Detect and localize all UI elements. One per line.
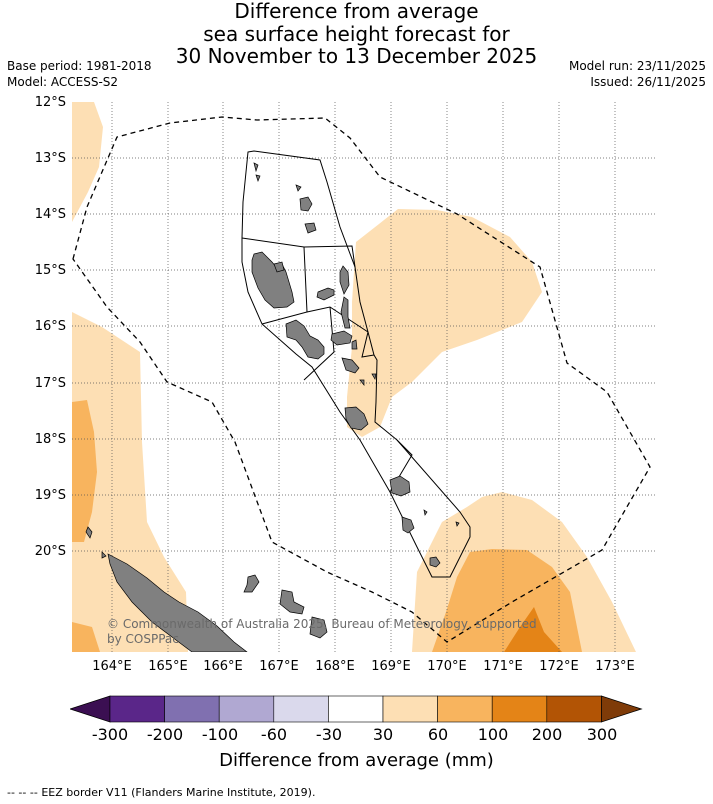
eez-legend-symbol: -- -- -- [7,786,38,799]
colorbar-title: Difference from average (mm) [219,750,494,771]
lat-label-17s: 17°S [34,376,66,391]
colorbar-label-minus200: -200 [146,725,184,744]
title-line-3: 30 November to 13 December 2025 [175,44,538,68]
colorbar-label-60: 60 [427,725,449,744]
title-line-1: Difference from average [234,0,479,23]
lat-label-13s: 13°S [34,151,66,166]
base-period: Base period: 1981-2018 [7,59,152,73]
copyright-line-1: © Commonwealth of Australia 2025, Bureau… [107,617,537,631]
title-line-2: sea surface height forecast for [203,22,510,46]
issued-date: Issued: 26/11/2025 [590,75,706,89]
colorbar-label-minus300: -300 [91,725,129,744]
lat-label-15s: 15°S [34,263,66,278]
colorbar-label-300: 300 [586,725,618,744]
colorbar-extend-low [70,695,111,723]
colorbar [70,695,643,723]
colorbar-segment-4 [328,695,384,723]
colorbar-segment-2 [218,695,275,723]
lon-label-170e: 170°E [427,659,467,674]
lat-label-16s: 16°S [34,319,66,334]
colorbar-extend-high [601,695,643,723]
model-name: Model: ACCESS-S2 [7,75,119,89]
colorbar-label-200: 200 [531,725,563,744]
colorbar-label-100: 100 [477,725,509,744]
lat-label-19s: 19°S [34,488,66,503]
colorbar-label-minus100: -100 [201,725,239,744]
colorbar-label-minus60: -60 [260,725,288,744]
colorbar-segment-3 [273,695,329,723]
colorbar-segment-6 [437,695,493,723]
model-run: Model run: 23/11/2025 [568,59,706,73]
lon-label-165e: 165°E [148,659,188,674]
sea-level-map [72,102,656,652]
anomaly-100-200-shading [504,607,562,652]
land-masses [85,162,460,652]
colorbar-label-minus30: -30 [315,725,343,744]
lon-label-172e: 172°E [539,659,579,674]
lon-label-168e: 168°E [315,659,355,674]
lon-label-167e: 167°E [259,659,299,674]
lon-label-166e: 166°E [203,659,243,674]
eez-legend: -- -- -- EEZ border V11 (Flanders Marine… [7,786,315,799]
colorbar-label-30: 30 [372,725,394,744]
lon-label-169e: 169°E [371,659,411,674]
colorbar-segment-8 [546,695,602,723]
lat-label-12s: 12°S [34,95,66,110]
anomaly-60-100-shading [72,400,582,652]
eez-outer-boundary [72,116,651,643]
colorbar-segment-7 [491,695,548,723]
lat-label-18s: 18°S [34,432,66,447]
eez-legend-text: EEZ border V11 (Flanders Marine Institut… [41,786,316,799]
lon-label-171e: 171°E [483,659,523,674]
colorbar-segment-1 [164,695,220,723]
colorbar-segment-5 [382,695,438,723]
colorbar-segment-0 [109,695,165,723]
lat-label-14s: 14°S [34,207,66,222]
copyright-line-2: by COSPPac [107,632,179,646]
lon-label-173e: 173°E [595,659,635,674]
copyright-text: © Commonwealth of Australia 2025, Bureau… [107,617,537,647]
lat-label-20s: 20°S [34,544,66,559]
lon-label-164e: 164°E [92,659,132,674]
